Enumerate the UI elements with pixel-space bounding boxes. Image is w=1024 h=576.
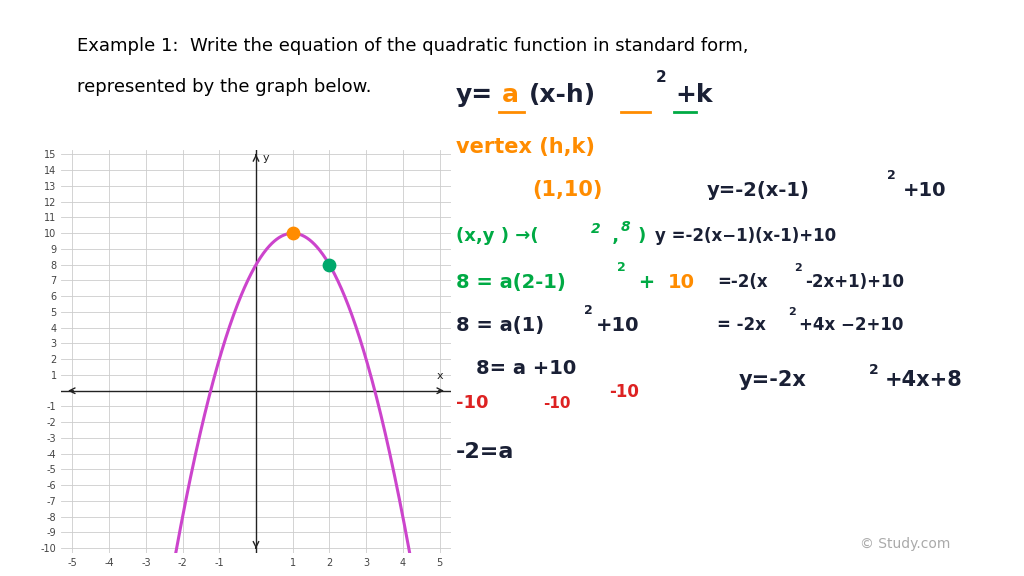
Text: 10: 10: [668, 273, 694, 291]
Text: a: a: [502, 83, 519, 107]
Text: ): ): [638, 227, 646, 245]
Text: represented by the graph below.: represented by the graph below.: [77, 78, 372, 96]
Text: 2: 2: [584, 304, 593, 317]
Text: 2: 2: [887, 169, 896, 181]
Text: vertex (h,k): vertex (h,k): [456, 137, 595, 157]
Text: 2: 2: [868, 363, 879, 377]
Text: y=-2(x-1): y=-2(x-1): [707, 181, 809, 199]
Point: [285, 229, 301, 238]
Text: 8 = a(2-1): 8 = a(2-1): [456, 273, 565, 291]
Text: 8 = a(1): 8 = a(1): [456, 316, 544, 335]
Text: +4x −2+10: +4x −2+10: [799, 316, 903, 335]
Text: y: y: [262, 153, 269, 163]
Text: +: +: [632, 273, 662, 291]
Text: 8: 8: [621, 220, 630, 234]
Text: -10: -10: [609, 382, 639, 401]
Text: +10: +10: [903, 181, 946, 199]
Text: -2=a: -2=a: [456, 442, 514, 462]
Point: [322, 260, 338, 270]
Text: ,: ,: [606, 227, 620, 245]
Text: +k: +k: [676, 83, 714, 107]
Text: -2x+1)+10: -2x+1)+10: [805, 273, 904, 291]
Text: y =-2(x−1)(x-1)+10: y =-2(x−1)(x-1)+10: [655, 227, 837, 245]
Text: -10: -10: [456, 394, 488, 412]
Text: y=-2x: y=-2x: [738, 370, 806, 390]
Text: (x-h): (x-h): [528, 83, 596, 107]
Text: Example 1:  Write the equation of the quadratic function in standard form,: Example 1: Write the equation of the qua…: [77, 37, 749, 55]
Text: -10: -10: [543, 396, 570, 411]
Text: +10: +10: [596, 316, 639, 335]
Text: 2: 2: [795, 263, 803, 274]
Text: © Study.com: © Study.com: [860, 537, 950, 551]
Text: 2: 2: [655, 70, 666, 85]
Text: x: x: [436, 372, 442, 381]
Text: (x,y ) →(: (x,y ) →(: [456, 227, 539, 245]
Text: 2: 2: [788, 306, 797, 317]
Text: y=: y=: [456, 83, 493, 107]
Text: = -2x: = -2x: [717, 316, 766, 335]
Text: =-2(x: =-2(x: [717, 273, 767, 291]
Text: 2: 2: [617, 261, 627, 274]
Text: (1,10): (1,10): [532, 180, 603, 200]
Text: +4x+8: +4x+8: [885, 370, 963, 390]
Text: 2: 2: [591, 222, 600, 236]
FancyBboxPatch shape: [703, 351, 1001, 409]
Text: 8= a +10: 8= a +10: [476, 359, 577, 378]
